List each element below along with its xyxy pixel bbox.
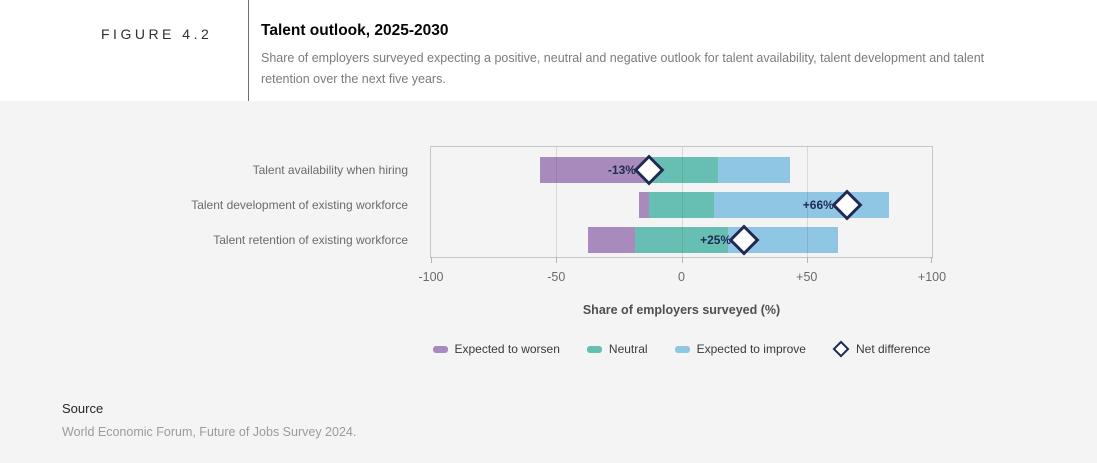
gridline bbox=[681, 147, 683, 257]
figure-number-label: FIGURE 4.2 bbox=[101, 26, 213, 42]
net-difference-label: +25% bbox=[700, 233, 732, 247]
figure-title: Talent outlook, 2025-2030 bbox=[261, 22, 449, 39]
legend-label: Expected to worsen bbox=[454, 342, 560, 356]
axis-tick-label: 0 bbox=[678, 270, 685, 284]
legend-swatch-icon bbox=[586, 345, 602, 353]
axis-tick-label: +100 bbox=[917, 270, 947, 284]
legend-item: Expected to improve bbox=[674, 342, 806, 356]
axis-tick bbox=[931, 257, 932, 263]
bar-segment-improve bbox=[717, 157, 791, 183]
axis-tick bbox=[431, 257, 432, 263]
x-axis-title: Share of employers surveyed (%) bbox=[582, 303, 781, 317]
gridline bbox=[806, 147, 808, 257]
axis-tick bbox=[556, 257, 558, 263]
axis-tick bbox=[681, 257, 683, 263]
bar-segment-worsen bbox=[539, 157, 646, 183]
legend-label: Neutral bbox=[608, 342, 648, 356]
net-difference-label: +66% bbox=[802, 198, 834, 212]
axis-tick bbox=[806, 257, 808, 263]
category-label: Talent availability when hiring bbox=[252, 163, 408, 177]
legend-swatch-icon bbox=[432, 345, 448, 353]
plot-area: -13% +66% +25% bbox=[430, 146, 933, 263]
legend-item: Expected to worsen bbox=[432, 342, 560, 356]
category-label: Talent development of existing workforce bbox=[191, 198, 408, 212]
legend-item: Neutral bbox=[586, 342, 648, 356]
header-divider bbox=[248, 0, 249, 101]
category-labels: Talent availability when hiring Talent de… bbox=[0, 147, 408, 257]
bar-segment-worsen bbox=[638, 192, 649, 218]
chart-legend: Expected to worsen Neutral Expected to imp… bbox=[430, 340, 933, 358]
axis-tick-label: -100 bbox=[418, 270, 444, 284]
x-axis-tick-labels: -100 -50 0 +50 +100 bbox=[418, 270, 946, 284]
net-difference-label: -13% bbox=[607, 163, 636, 177]
bar-segment-neutral bbox=[648, 192, 715, 218]
axis-tick-label: -50 bbox=[547, 270, 566, 284]
figure-subtitle: Share of employers surveyed expecting a … bbox=[261, 51, 985, 86]
figure-header: FIGURE 4.2 Talent outlook, 2025-2030 Sha… bbox=[0, 0, 1097, 101]
legend-swatch-icon bbox=[674, 345, 690, 353]
source-heading: Source bbox=[62, 401, 104, 416]
category-label: Talent retention of existing workforce bbox=[213, 233, 408, 247]
source-text: World Economic Forum, Future of Jobs Sur… bbox=[62, 425, 357, 439]
gridline bbox=[556, 147, 558, 257]
bar-segment-worsen bbox=[587, 227, 636, 253]
net-difference-diamond-icon bbox=[832, 340, 850, 358]
legend-label: Expected to improve bbox=[696, 342, 806, 356]
legend-item: Net difference bbox=[832, 340, 931, 358]
legend-label: Net difference bbox=[855, 342, 931, 356]
axis-tick-label: +50 bbox=[796, 270, 818, 284]
bar-segment-neutral bbox=[635, 227, 728, 253]
